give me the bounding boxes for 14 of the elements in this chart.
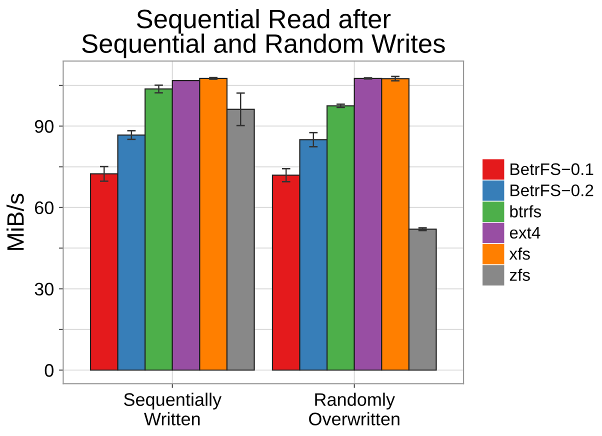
legend-label: btrfs <box>510 205 542 218</box>
legend-label: xfs <box>509 248 530 260</box>
y-tick-label: 30 <box>34 282 54 296</box>
x-tick-label: Sequentially Written <box>124 392 222 426</box>
legend-label: zfs <box>510 268 530 281</box>
x-tick-label: Randomly Overwritten <box>309 392 400 426</box>
chart-title: Sequential Read after Sequential and Random Writes <box>82 8 445 58</box>
y-axis-title: MiB/s <box>6 194 24 250</box>
y-tick-label: 60 <box>35 201 54 214</box>
y-tick-label: 0 <box>44 364 54 377</box>
legend-label: ext4 <box>510 226 540 239</box>
legend-label: BetrFS−0.2 <box>510 184 594 196</box>
legend-label: BetrFS−0.1 <box>510 163 594 176</box>
y-tick-label: 90 <box>34 120 54 133</box>
